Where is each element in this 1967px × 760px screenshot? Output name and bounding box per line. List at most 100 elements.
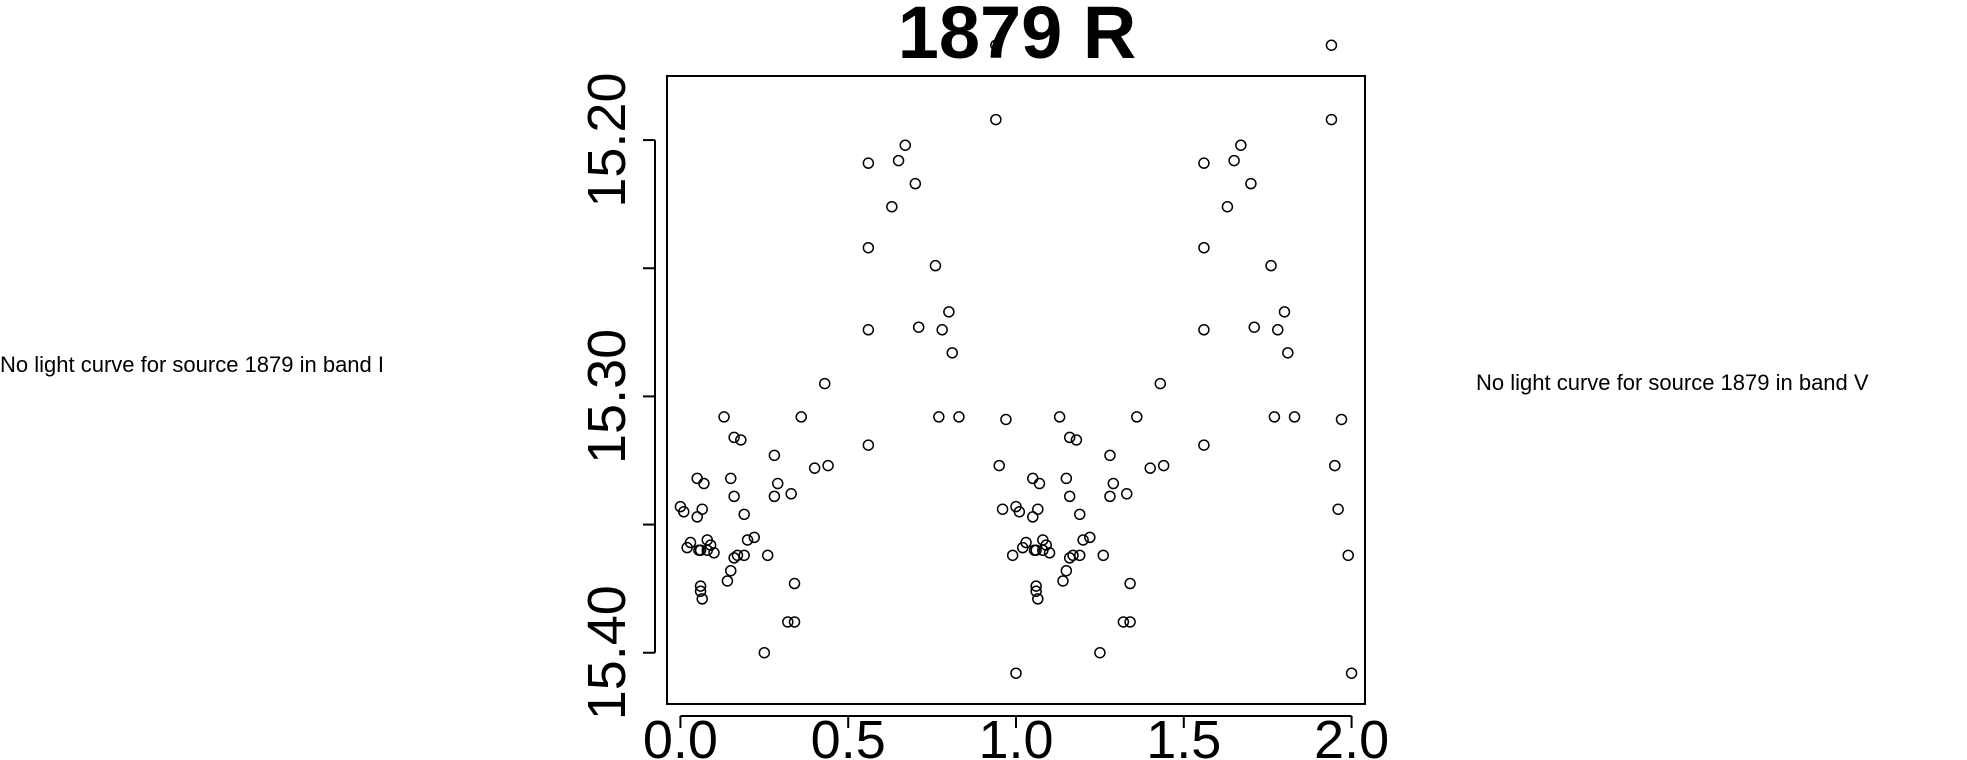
- data-point: [1074, 508, 1086, 521]
- data-point: [822, 459, 834, 472]
- data-point: [1131, 411, 1143, 423]
- data-point: [1013, 506, 1026, 518]
- data-point: [785, 488, 797, 500]
- data-point: [1020, 536, 1032, 549]
- x-tick-label: 2.0: [1314, 710, 1389, 760]
- data-point: [990, 113, 1002, 126]
- data-point: [953, 411, 965, 423]
- data-point: [1043, 547, 1056, 559]
- data-point: [1030, 580, 1042, 592]
- data-point: [929, 259, 942, 272]
- data-point: [725, 564, 737, 577]
- data-point: [1010, 667, 1022, 679]
- data-point: [788, 616, 801, 628]
- data-point: [694, 580, 707, 592]
- data-point: [1198, 157, 1210, 169]
- data-point: [1032, 503, 1044, 515]
- x-tick-label: 0.0: [643, 710, 718, 760]
- plot-frame: [666, 75, 1366, 705]
- data-point: [738, 508, 750, 521]
- data-point: [1104, 449, 1116, 462]
- data-point: [1221, 200, 1234, 213]
- data-point: [1094, 646, 1106, 659]
- y-tick-label: 15.20: [577, 73, 637, 208]
- data-point: [748, 531, 760, 544]
- data-point: [1345, 667, 1358, 679]
- data-point: [738, 549, 750, 562]
- data-point: [728, 490, 740, 503]
- data-point: [1000, 413, 1012, 426]
- data-point: [1070, 434, 1083, 446]
- data-point: [1084, 531, 1096, 544]
- data-point: [1053, 411, 1066, 423]
- data-point: [795, 411, 807, 423]
- data-point: [943, 306, 955, 318]
- data-point: [1245, 177, 1257, 190]
- data-point: [1198, 439, 1210, 451]
- data-point: [1248, 321, 1261, 333]
- no-light-curve-band-i-note: No light curve for source 1879 in band I: [0, 352, 385, 377]
- data-point: [1030, 585, 1042, 597]
- data-point: [758, 646, 771, 659]
- data-point: [735, 434, 747, 446]
- data-point: [741, 534, 754, 546]
- data-point: [731, 549, 744, 562]
- data-point: [728, 431, 740, 444]
- data-point: [718, 411, 730, 423]
- data-point: [1107, 477, 1120, 490]
- data-point: [1144, 462, 1156, 474]
- data-point: [933, 411, 945, 423]
- data-point: [862, 439, 875, 451]
- data-point: [1117, 616, 1130, 628]
- data-point: [886, 200, 898, 213]
- data-point: [768, 490, 781, 503]
- data-point: [708, 547, 720, 559]
- data-point: [1033, 477, 1046, 490]
- data-point: [782, 616, 794, 628]
- data-point: [1198, 241, 1210, 254]
- data-point: [698, 477, 710, 490]
- data-point: [1063, 490, 1076, 503]
- data-point: [696, 503, 708, 515]
- no-light-curve-band-v-note: No light curve for source 1879 in band V: [1476, 370, 1869, 395]
- data-point: [684, 536, 697, 549]
- data-point: [990, 39, 1002, 51]
- y-tick-label: 15.40: [577, 585, 637, 720]
- data-point: [1063, 431, 1076, 444]
- data-point: [721, 575, 734, 587]
- x-tick-label: 0.5: [811, 710, 886, 760]
- x-tick-label: 1.0: [978, 710, 1053, 760]
- data-point: [1027, 472, 1039, 485]
- data-point: [1063, 552, 1076, 564]
- data-point: [1157, 459, 1170, 472]
- y-axis: 15.20 15.30 15.40: [577, 73, 656, 720]
- data-point: [728, 552, 740, 564]
- data-point: [1282, 347, 1294, 359]
- data-point: [1335, 413, 1348, 426]
- x-tick-label: 1.5: [1146, 710, 1221, 760]
- data-point: [892, 154, 905, 167]
- data-point: [818, 377, 831, 390]
- data-point: [862, 157, 875, 169]
- chart-title: 1879 R: [898, 0, 1137, 74]
- data-point: [1325, 113, 1338, 126]
- data-point: [1198, 324, 1210, 336]
- data-point: [909, 177, 922, 190]
- data-point: [1104, 490, 1116, 503]
- data-point: [1235, 139, 1247, 151]
- data-point: [1332, 503, 1344, 515]
- data-point: [694, 544, 707, 556]
- data-point: [768, 449, 781, 462]
- x-axis: 0.0 0.5 1.0 1.5 2.0: [643, 710, 1389, 760]
- y-tick-label: 15.30: [577, 329, 637, 464]
- data-point: [1228, 154, 1240, 167]
- data-point: [1060, 564, 1073, 577]
- data-point: [1030, 544, 1042, 556]
- data-point: [996, 503, 1009, 515]
- data-point: [771, 477, 784, 490]
- data-point: [899, 139, 912, 151]
- data-point: [1329, 459, 1341, 472]
- data-point: [946, 347, 958, 359]
- data-point: [862, 241, 875, 254]
